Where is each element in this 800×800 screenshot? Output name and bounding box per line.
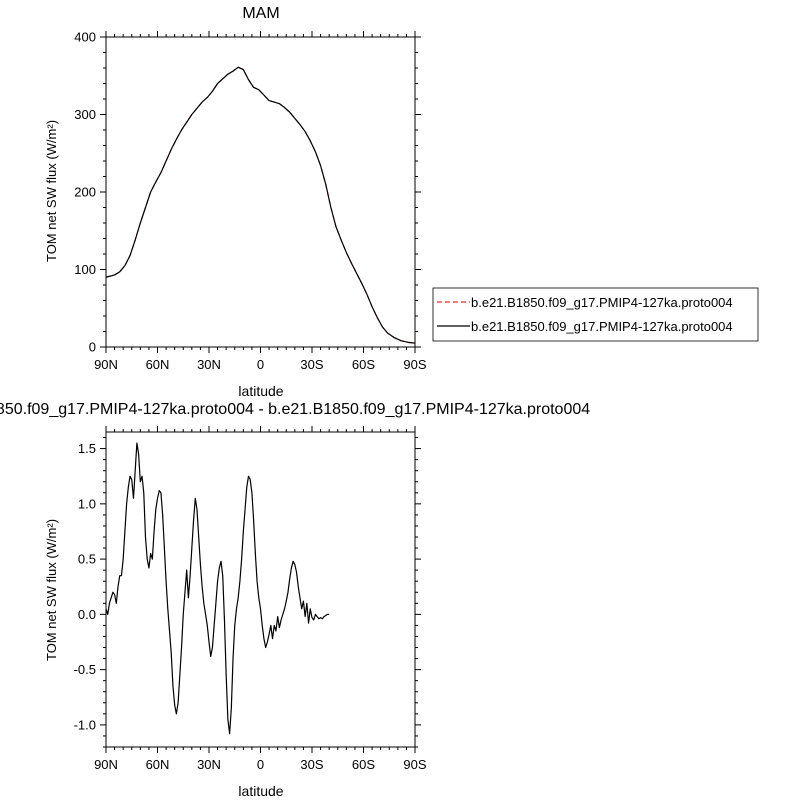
bottom-y-tick-label: -1.0 xyxy=(74,717,96,732)
bottom-x-tick-label: 30S xyxy=(300,757,323,772)
top-y-tick-label: 200 xyxy=(74,185,96,200)
top-y-tick-label: 300 xyxy=(74,107,96,122)
bottom-x-tick-label: 90S xyxy=(403,757,426,772)
top-y-tick-label: 0 xyxy=(89,340,96,355)
top-series-line-1 xyxy=(105,66,416,344)
top-x-tick-label: 90N xyxy=(94,357,118,372)
top-x-tick-label: 30N xyxy=(197,357,221,372)
top-series-line-2 xyxy=(105,66,416,344)
top-x-tick-label: 0 xyxy=(257,357,264,372)
bottom-ylabel: TOM net SW flux (W/m²) xyxy=(44,519,59,661)
bottom-y-tick-label: -0.5 xyxy=(74,662,96,677)
bottom-y-tick-label: 1.5 xyxy=(78,441,96,456)
bottom-y-tick-label: 1.0 xyxy=(78,496,96,511)
top-panel: MAM 90N 60N 30N 0 30S 60S 90S 0 100 200 300 400 lat… xyxy=(44,5,759,399)
top-x-tick-label: 60S xyxy=(352,357,375,372)
bottom-x-tick-label: 60S xyxy=(352,757,375,772)
bottom-plot-area: 90N 60N 30N 0 30S 60S 90S -1.0 -0.5 0.0 0.5 1.0 1.5 xyxy=(74,426,427,772)
bottom-x-tick-label: 90N xyxy=(94,757,118,772)
top-title: MAM xyxy=(242,5,279,22)
top-x-tick-label: 60N xyxy=(146,357,170,372)
bottom-title: b.e21.B1850.f09_g17.PMIP4-127ka.proto004… xyxy=(0,401,590,418)
top-legend: b.e21.B1850.f09_g17.PMIP4-127ka.proto004… xyxy=(432,287,759,342)
top-plot-area: 90N 60N 30N 0 30S 60S 90S 0 100 200 300 400 xyxy=(74,30,427,373)
top-xlabel: latitude xyxy=(238,383,283,399)
legend-box xyxy=(432,287,759,342)
top-y-tick-label: 100 xyxy=(74,262,96,277)
bottom-panel: b.e21.B1850.f09_g17.PMIP4-127ka.proto004… xyxy=(0,401,590,799)
top-y-tick-label: 400 xyxy=(74,30,96,45)
bottom-series-line-1 xyxy=(105,442,330,735)
bottom-x-tick-label: 30N xyxy=(197,757,221,772)
bottom-frame xyxy=(105,431,416,748)
top-frame xyxy=(105,36,416,348)
top-x-tick-label: 90S xyxy=(403,357,426,372)
bottom-x-tick-label: 0 xyxy=(257,757,264,772)
top-ylabel: TOM net SW flux (W/m²) xyxy=(44,120,59,262)
bottom-y-tick-label: 0.5 xyxy=(78,552,96,567)
bottom-y-tick-label: 0.0 xyxy=(78,607,96,622)
legend-label-2: b.e21.B1850.f09_g17.PMIP4-127ka.proto004 xyxy=(471,319,733,334)
legend-label-1: b.e21.B1850.f09_g17.PMIP4-127ka.proto004 xyxy=(471,295,733,310)
top-x-tick-label: 30S xyxy=(300,357,323,372)
bottom-x-tick-label: 60N xyxy=(146,757,170,772)
bottom-xlabel: latitude xyxy=(238,783,283,799)
